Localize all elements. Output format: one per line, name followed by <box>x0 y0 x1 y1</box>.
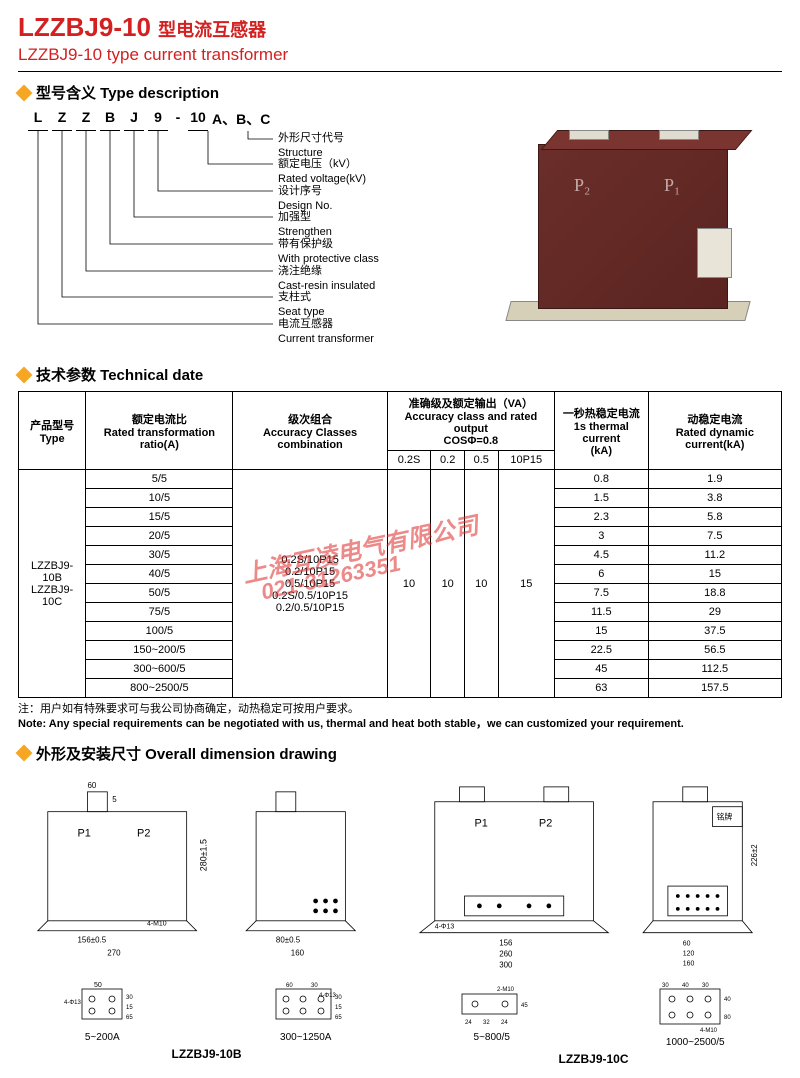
svg-text:P2: P2 <box>137 827 150 839</box>
svg-text:226±2: 226±2 <box>750 844 759 866</box>
svg-text:30: 30 <box>702 983 709 989</box>
svg-text:15: 15 <box>126 1005 133 1011</box>
diamond-bullet-icon <box>16 84 33 101</box>
section-technical-data: 技术参数 Technical date <box>18 364 782 385</box>
th-output: 准确级及额定输出（VA）Accuracy class and rated out… <box>387 392 554 451</box>
drawing-10c: P1 P2 4-Φ13 156 260 300 铭牌 226± <box>405 772 782 970</box>
th-dynamic: 动稳定电流Rated dynamic current(kA) <box>648 392 781 470</box>
svg-text:2-M10: 2-M10 <box>497 987 515 993</box>
diamond-bullet-icon <box>16 366 33 383</box>
svg-text:270: 270 <box>107 948 121 957</box>
svg-text:160: 160 <box>683 960 695 967</box>
svg-text:15: 15 <box>335 1005 342 1011</box>
svg-text:260: 260 <box>499 949 513 958</box>
mount-b2: 60304-Φ13301565 300~1250A <box>261 979 351 1043</box>
desc-voltage: 额定电压（kV）Rated voltage(kV) <box>278 157 366 187</box>
svg-text:120: 120 <box>683 950 695 957</box>
svg-text:30: 30 <box>126 995 133 1001</box>
svg-text:P2: P2 <box>539 817 552 829</box>
bracket-lines-icon <box>18 109 458 354</box>
svg-text:P1: P1 <box>474 817 487 829</box>
svg-text:32: 32 <box>483 1020 490 1026</box>
desc-seat: 支柱式Seat type <box>278 290 324 320</box>
desc-strengthen: 加强型Strengthen <box>278 210 332 240</box>
svg-text:40: 40 <box>682 983 689 989</box>
divider <box>18 71 782 72</box>
th-thermal: 一秒热稳定电流1s thermal current(kA) <box>554 392 648 470</box>
section-dimensions: 外形及安装尺寸 Overall dimension drawing <box>18 743 782 764</box>
svg-text:4-M10: 4-M10 <box>700 1028 718 1034</box>
svg-text:60: 60 <box>683 940 691 947</box>
svg-text:156±0.5: 156±0.5 <box>78 935 107 944</box>
svg-text:80±0.5: 80±0.5 <box>276 935 301 944</box>
svg-text:24: 24 <box>501 1020 508 1026</box>
svg-text:60: 60 <box>286 983 293 989</box>
svg-text:铭牌: 铭牌 <box>717 811 733 821</box>
svg-text:160: 160 <box>291 948 305 957</box>
th-ratio: 额定电流比Rated transformation ratio(A) <box>86 392 233 470</box>
th-accuracy: 级次组合Accuracy Classes combination <box>233 392 387 470</box>
svg-text:60: 60 <box>87 781 96 790</box>
svg-text:4-Φ13: 4-Φ13 <box>435 924 455 931</box>
technical-table: 产品型号Type 额定电流比Rated transformation ratio… <box>18 391 782 698</box>
svg-text:45: 45 <box>521 1003 528 1009</box>
product-photo: P₂ P₁ <box>488 109 768 329</box>
drawing-10b: P1 P2 280±1.5 156±0.5 270 4-M10 60 5 80±… <box>18 772 395 970</box>
th-type: 产品型号Type <box>19 392 86 470</box>
table-row: LZZBJ9-10B LZZBJ9-10C5/50.2S/10P150.2/10… <box>19 470 782 489</box>
desc-ct: 电流互感器Current transformer <box>278 317 374 347</box>
svg-text:4-Φ13: 4-Φ13 <box>319 993 336 999</box>
svg-text:5: 5 <box>112 795 117 804</box>
svg-text:280±1.5: 280±1.5 <box>198 839 208 871</box>
main-title: LZZBJ9-10 型电流互感器 <box>18 12 782 43</box>
svg-text:4-Φ13: 4-Φ13 <box>64 1000 81 1006</box>
svg-text:50: 50 <box>94 982 102 989</box>
diamond-bullet-icon <box>16 745 33 762</box>
desc-protective: 带有保护级With protective class <box>278 237 379 267</box>
svg-text:P1: P1 <box>78 827 91 839</box>
dimension-drawings: P1 P2 280±1.5 156±0.5 270 4-M10 60 5 80±… <box>18 772 782 1066</box>
table-note: 注：用户如有特殊要求可与我公司协商确定，动热稳定可按用户要求。 Note: An… <box>18 702 782 733</box>
svg-text:4-M10: 4-M10 <box>147 921 167 928</box>
mount-c1: 2-M1024322445 5~800/5 <box>447 979 537 1048</box>
svg-text:300: 300 <box>499 960 513 969</box>
mount-c2: 30403040804-M10 1000~2500/5 <box>650 979 740 1048</box>
svg-text:156: 156 <box>499 938 513 947</box>
mount-b1: 504-Φ13301565 5~200A <box>62 979 142 1043</box>
section-type-description: 型号含义 Type description <box>18 82 782 103</box>
svg-text:30: 30 <box>335 995 342 1001</box>
svg-text:30: 30 <box>662 983 669 989</box>
svg-text:80: 80 <box>724 1015 731 1021</box>
svg-text:65: 65 <box>335 1015 342 1021</box>
svg-text:24: 24 <box>465 1020 472 1026</box>
svg-text:40: 40 <box>724 997 731 1003</box>
type-code-diagram: L Z Z B J 9 - 10 A、B、C <box>18 109 458 354</box>
subtitle-en: LZZBJ9-10 type current transformer <box>18 45 782 65</box>
svg-text:65: 65 <box>126 1015 133 1021</box>
svg-text:30: 30 <box>311 983 318 989</box>
